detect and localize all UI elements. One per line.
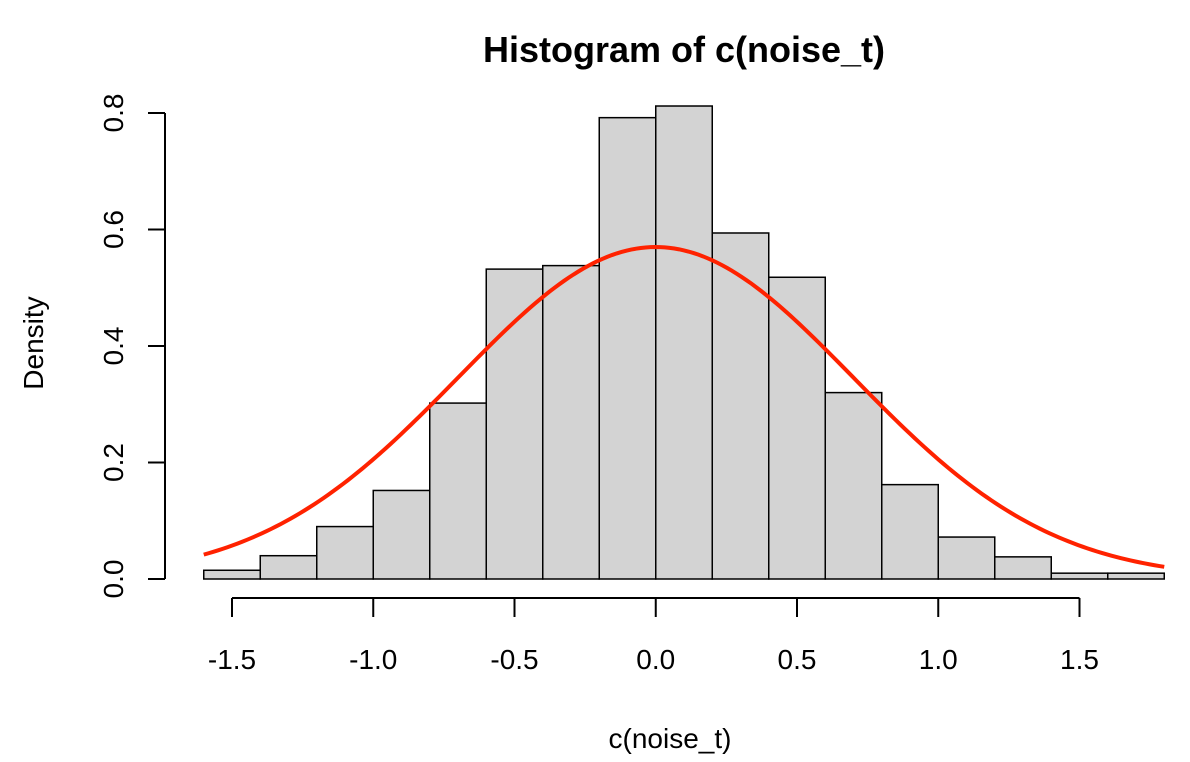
x-tick-label-0: -1.5 [208, 644, 256, 675]
histogram-bar-16 [1107, 572, 1165, 580]
y-tick-label-3: 0.6 [98, 210, 129, 249]
histogram-bar-15 [1050, 572, 1109, 580]
histogram-bar-1 [259, 554, 318, 580]
histogram-bar-4 [429, 402, 487, 580]
x-tick-label-3: 0.0 [636, 644, 675, 675]
histogram-bar-2 [316, 525, 374, 580]
histogram-bar-6 [542, 264, 600, 580]
y-tick-label-2: 0.4 [98, 327, 129, 366]
histogram-bar-9 [711, 232, 770, 580]
histogram-bar-7 [598, 116, 657, 580]
x-axis-label: c(noise_t) [609, 723, 732, 754]
density-curve [203, 245, 1165, 569]
histogram-bar-12 [881, 483, 939, 580]
y-tick-label-0: 0.0 [98, 560, 129, 599]
y-axis-label: Density [18, 296, 49, 389]
x-tick-label-2: -0.5 [490, 644, 538, 675]
chart-title: Histogram of c(noise_t) [483, 29, 885, 70]
y-tick-label-1: 0.2 [98, 443, 129, 482]
y-tick-label-4: 0.8 [98, 94, 129, 133]
x-tick-label-1: -1.0 [349, 644, 397, 675]
histogram-bar-13 [937, 536, 996, 580]
x-tick-label-6: 1.5 [1060, 644, 1099, 675]
histogram-bar-8 [655, 105, 713, 580]
histogram-bar-0 [203, 569, 261, 580]
x-tick-label-5: 1.0 [919, 644, 958, 675]
histogram-bar-3 [372, 489, 431, 580]
bars-group [203, 105, 1165, 580]
x-axis: -1.5 -1.0 -0.5 0.0 0.5 1.0 1.5 [208, 597, 1099, 675]
histogram-bar-11 [824, 391, 883, 580]
x-tick-label-4: 0.5 [778, 644, 817, 675]
histogram-bar-5 [485, 268, 544, 580]
y-axis: 0.0 0.2 0.4 0.6 0.8 [98, 94, 166, 599]
histogram-bar-14 [994, 556, 1052, 580]
histogram-bar-10 [768, 276, 826, 580]
